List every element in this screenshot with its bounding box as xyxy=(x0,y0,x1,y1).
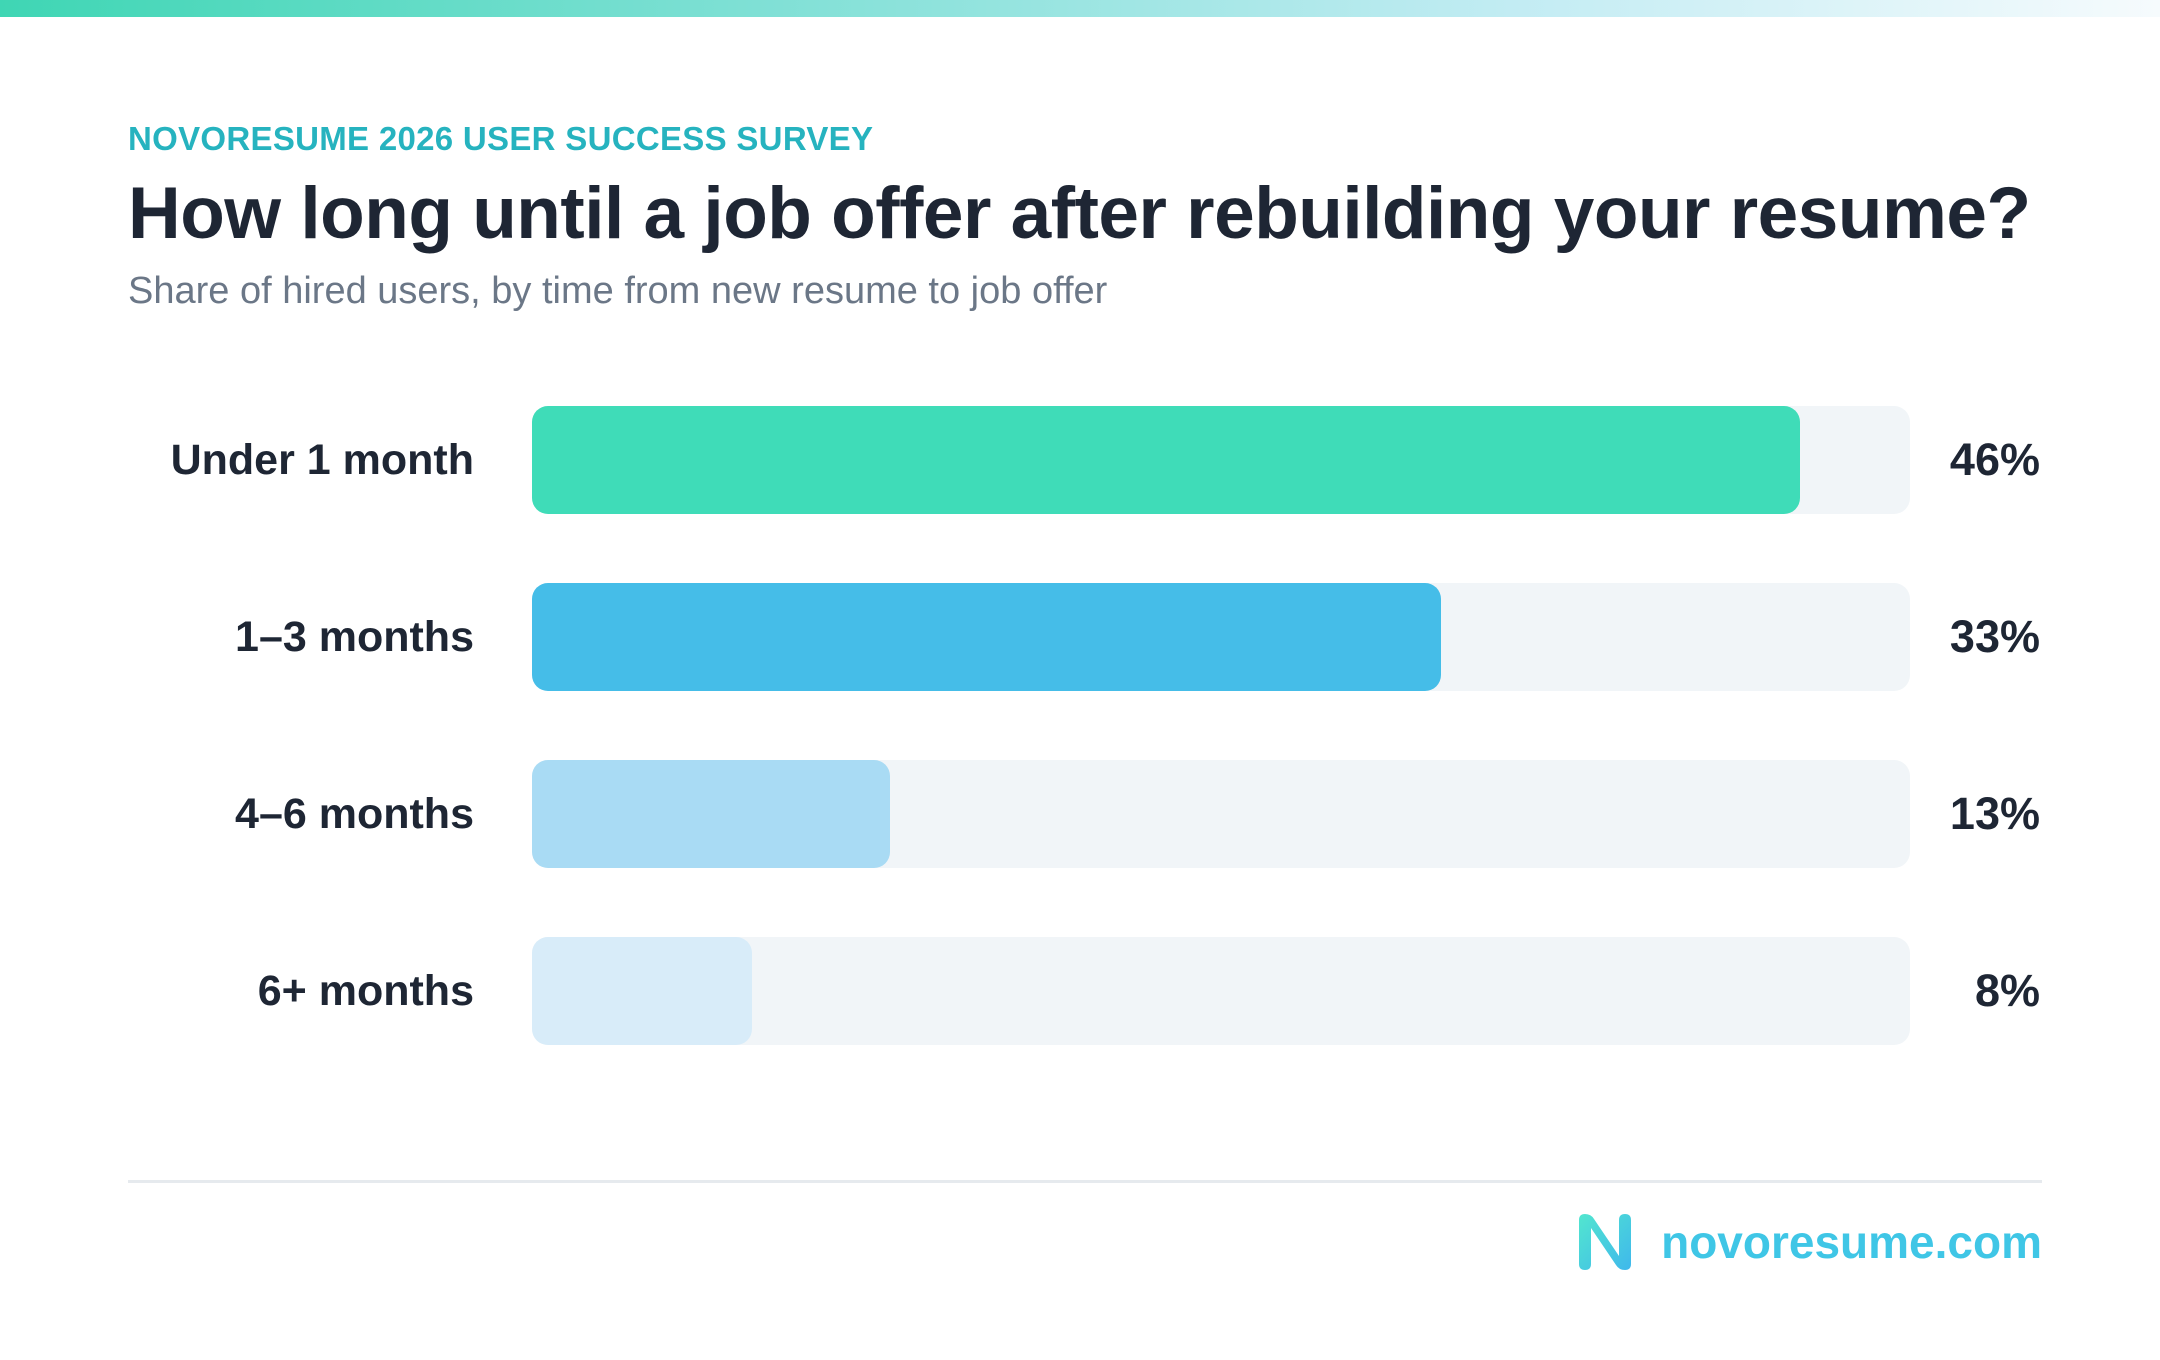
brand-url: novoresume.com xyxy=(1661,1216,2042,1268)
bar-track xyxy=(532,937,1910,1045)
brand-footer: novoresume.com xyxy=(1575,1210,2042,1274)
bar xyxy=(532,406,1800,514)
bar-category-label: 4–6 months xyxy=(235,790,474,838)
bar xyxy=(532,583,1441,691)
bar-value-label: 46% xyxy=(1949,434,2040,485)
survey-eyebrow: NOVORESUME 2026 USER SUCCESS SURVEY xyxy=(128,120,874,157)
bar-value-label: 13% xyxy=(1949,788,2040,839)
footer-divider xyxy=(128,1180,2042,1183)
bar-category-label: 1–3 months xyxy=(235,613,474,661)
bar-value-label: 8% xyxy=(1974,965,2040,1016)
novoresume-logo-icon xyxy=(1579,1214,1632,1270)
bar-category-label: Under 1 month xyxy=(170,436,474,484)
chart-title: How long until a job offer after rebuild… xyxy=(128,173,2031,254)
bar-category-label: 6+ months xyxy=(257,967,474,1015)
chart-subtitle: Share of hired users, by time from new r… xyxy=(128,270,1108,312)
bar-track xyxy=(532,760,1910,868)
bar xyxy=(532,937,752,1045)
bar xyxy=(532,760,890,868)
top-accent-stripe xyxy=(0,0,2160,17)
bar-track xyxy=(532,583,1910,691)
bar-track xyxy=(532,406,1910,514)
bar-value-label: 33% xyxy=(1949,611,2040,662)
